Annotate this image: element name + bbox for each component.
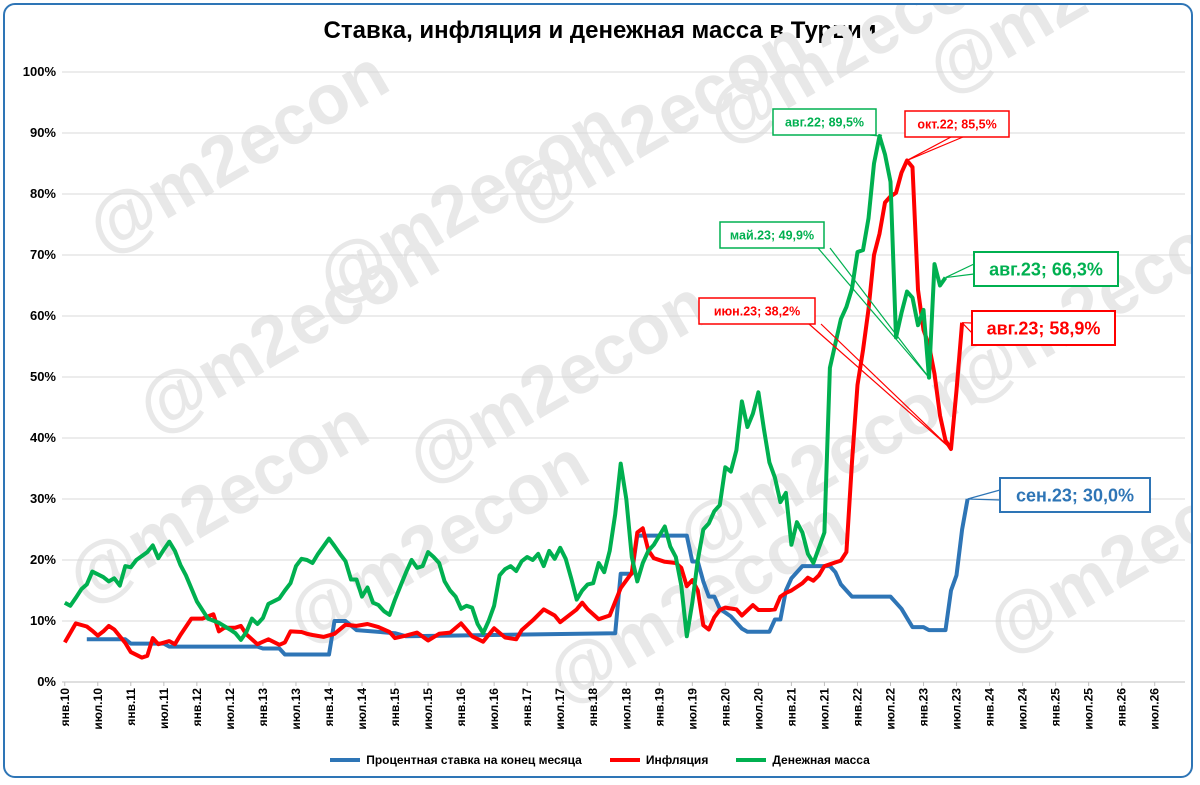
x-tick-label: июл.14: [355, 688, 369, 730]
callout-label: июн.23; 38,2%: [714, 305, 800, 319]
callout-leader: [808, 323, 952, 450]
x-tick-label: янв.21: [784, 688, 798, 727]
x-tick-label: июл.15: [421, 688, 435, 730]
chart-title: Ставка, инфляция и денежная масса в Турц…: [323, 17, 877, 44]
x-tick-label: июл.16: [487, 688, 501, 730]
callout-box: [772, 108, 877, 136]
callout-label: май.23; 49,9%: [730, 229, 814, 243]
callout-leader: [945, 263, 975, 279]
x-tick-label: июл.26: [1148, 688, 1162, 730]
x-tick-label: янв.16: [454, 688, 468, 727]
x-tick-label: июл.19: [685, 688, 699, 730]
legend-item: Денежная масса: [736, 753, 870, 767]
x-tick-label: янв.17: [520, 688, 534, 727]
chart-legend: Процентная ставка на конец месяца Инфляци…: [5, 753, 1191, 767]
x-tick-label: июл.23: [950, 688, 964, 730]
x-tick-label: янв.12: [190, 688, 204, 727]
x-tick-label: янв.22: [850, 688, 864, 727]
callout-label: авг.22; 89,5%: [785, 116, 864, 130]
x-tick-label: июл.13: [289, 688, 303, 730]
x-tick-label: июл.24: [1016, 688, 1030, 730]
watermark-text: @m2econ: [914, 5, 1194, 108]
callout-leader: [820, 323, 952, 450]
x-tick-label: июл.12: [223, 688, 237, 730]
y-tick-label: 90%: [30, 125, 56, 140]
y-tick-label: 0%: [37, 674, 56, 689]
callout-leader: [945, 273, 975, 279]
y-tick-label: 60%: [30, 308, 56, 323]
callout-box: [719, 221, 825, 249]
x-tick-label: янв.23: [917, 688, 931, 727]
x-tick-label: янв.14: [322, 688, 336, 727]
y-tick-label: 80%: [30, 186, 56, 201]
callout-leader: [829, 247, 930, 378]
legend-swatch: [330, 758, 361, 762]
y-tick-label: 70%: [30, 247, 56, 262]
series-line-2: [63, 158, 965, 660]
callout-label: авг.23; 58,9%: [987, 318, 1101, 338]
line-chart: @m2econ@m2econ@m2econ@m2econ@m2econ@m2ec…: [23, 5, 1194, 730]
x-tick-label: янв.19: [652, 688, 666, 727]
callout-label: окт.22; 85,5%: [917, 118, 996, 132]
x-tick-label: июл.20: [751, 688, 765, 730]
x-tick-label: июл.25: [1082, 688, 1096, 730]
x-tick-label: июл.21: [817, 688, 831, 730]
x-tick-label: июл.18: [619, 688, 633, 730]
legend-item: Процентная ставка на конец месяца: [330, 753, 582, 767]
series-line-1: [86, 498, 970, 657]
legend-label: Процентная ставка на конец месяца: [366, 753, 582, 767]
x-tick-label: янв.18: [586, 688, 600, 727]
x-tick-label: июл.11: [157, 688, 171, 729]
x-tick-label: июл.17: [553, 688, 567, 730]
legend-label: Инфляция: [645, 753, 709, 767]
callout-box: [973, 251, 1119, 287]
y-tick-label: 40%: [30, 430, 56, 445]
x-tick-label: янв.15: [388, 688, 402, 727]
x-tick-label: янв.11: [124, 688, 138, 726]
callout-label: авг.23; 66,3%: [989, 259, 1103, 279]
watermark-text: @m2econ: [974, 434, 1194, 668]
callout-leader: [906, 136, 952, 161]
watermark-text: @m2econ: [124, 214, 451, 448]
x-tick-label: июл.10: [91, 688, 105, 730]
y-tick-label: 100%: [23, 64, 57, 79]
callout-label: сен.23; 30,0%: [1016, 485, 1134, 505]
x-tick-label: янв.25: [1049, 688, 1063, 727]
legend-swatch: [736, 758, 767, 762]
callout-box: [971, 310, 1116, 346]
callout-leader: [961, 322, 973, 334]
x-tick-label: янв.10: [58, 688, 72, 727]
x-tick-label: янв.24: [983, 688, 997, 727]
x-tick-label: июл.22: [883, 688, 897, 730]
x-tick-label: янв.13: [256, 688, 270, 727]
callout-leader: [817, 247, 930, 379]
legend-swatch: [609, 758, 640, 762]
callout-leader: [967, 498, 1001, 501]
legend-label: Денежная масса: [772, 753, 870, 767]
series-line-3: [63, 134, 948, 642]
watermark-text: @m2econ: [934, 184, 1194, 418]
x-tick-label: янв.20: [718, 688, 732, 727]
callout-box: [999, 477, 1151, 513]
x-tick-label: янв.26: [1115, 688, 1129, 727]
callout-leader: [879, 134, 883, 137]
chart-frame: Ставка, инфляция и денежная масса в Турц…: [3, 3, 1193, 778]
callout-leader: [906, 136, 964, 162]
y-tick-label: 10%: [30, 613, 56, 628]
y-tick-label: 20%: [30, 552, 56, 567]
callout-box: [904, 110, 1010, 138]
callout-leader: [967, 489, 1001, 500]
y-tick-label: 50%: [30, 369, 56, 384]
callout-box: [698, 297, 816, 325]
legend-item: Инфляция: [609, 753, 709, 767]
y-tick-label: 30%: [30, 491, 56, 506]
